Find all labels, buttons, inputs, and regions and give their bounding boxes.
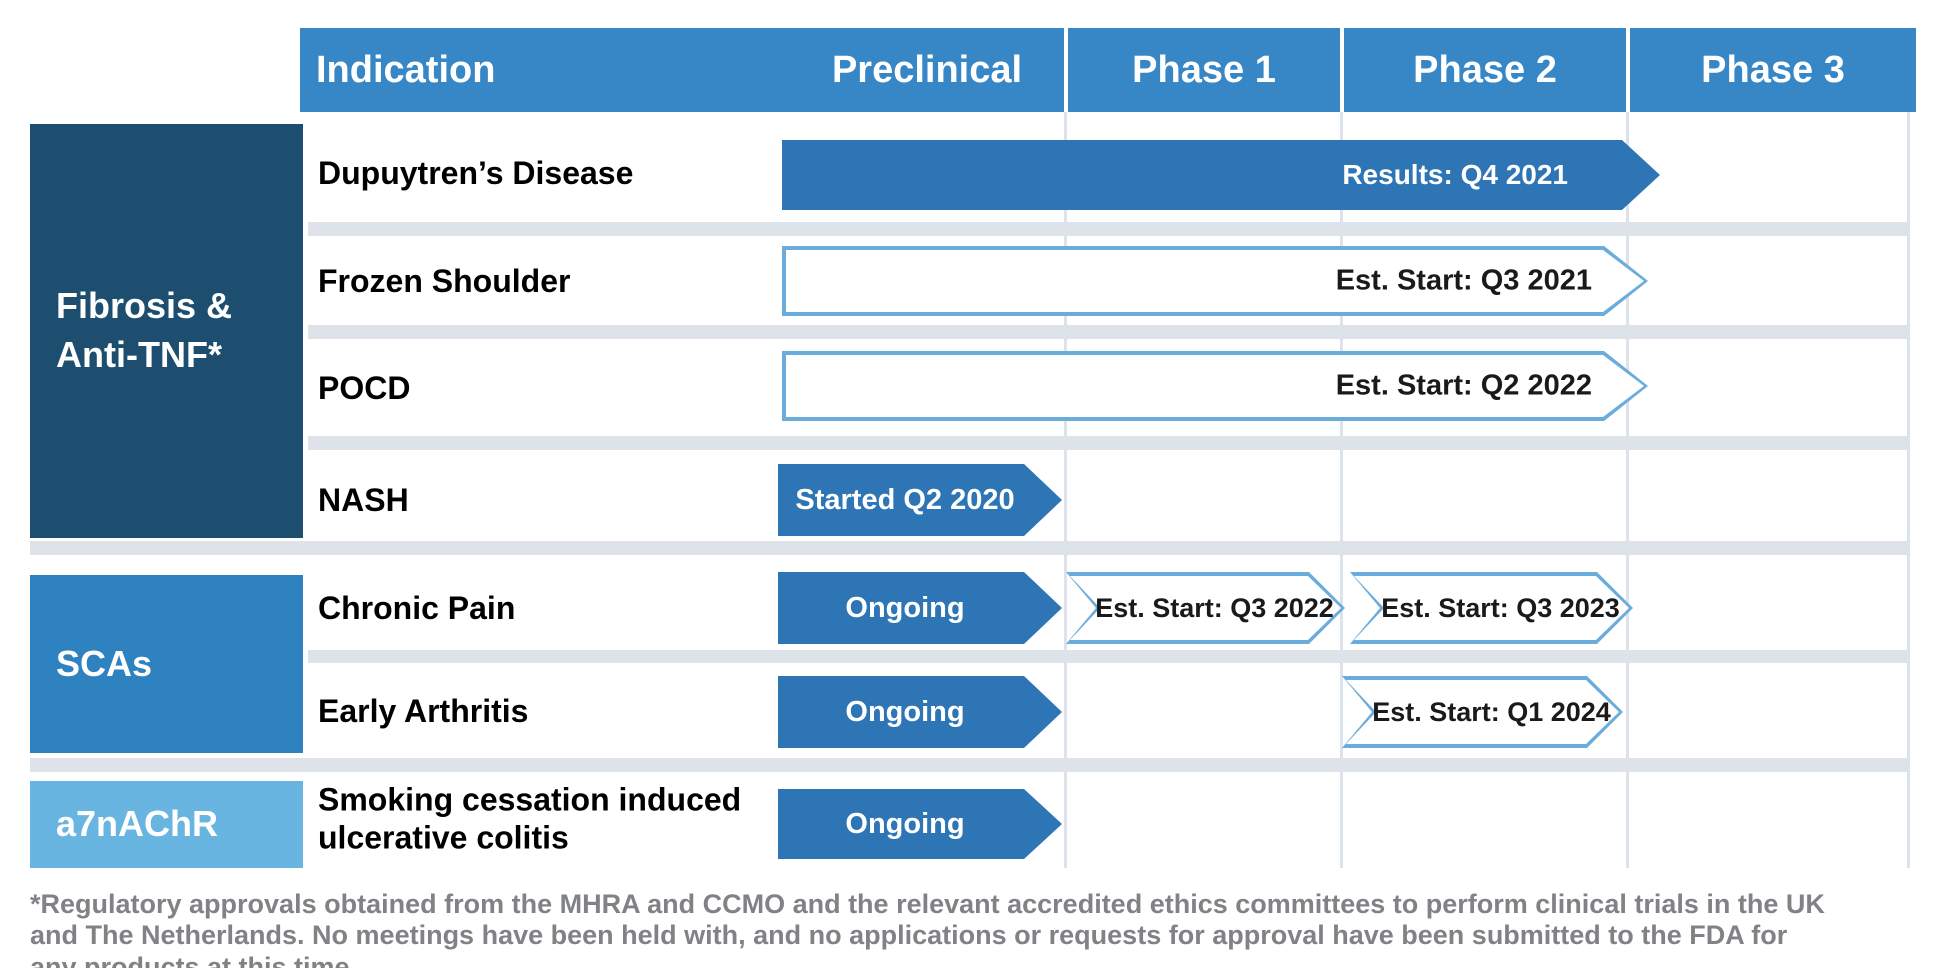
bar-fill — [1346, 680, 1619, 744]
bar-fill — [786, 355, 1644, 417]
header-divider-3 — [1626, 28, 1630, 112]
row-separator-1 — [308, 222, 1907, 236]
row-label-frozen-shoulder: Frozen Shoulder — [318, 262, 571, 299]
header-col-phase2: Phase 2 — [1413, 49, 1557, 91]
bar-fill — [1354, 576, 1629, 640]
bar-early-arthritis-ongoing: Ongoing — [778, 676, 1062, 748]
bar-label: Est. Start: Q2 2022 — [1335, 369, 1592, 402]
bar-smoking-cessation-ongoing: Ongoing — [778, 789, 1062, 859]
row-separator-5 — [308, 650, 1907, 663]
gridline-phase1-phase2 — [1340, 112, 1343, 868]
group-label-scas: SCAs — [56, 642, 153, 684]
regulatory-footnote: *Regulatory approvals obtained from the … — [30, 889, 1825, 968]
row-label-smoking-cessation: Smoking cessation induced ulcerative col… — [318, 781, 742, 856]
row-label-pocd: POCD — [318, 369, 411, 406]
header-col-preclinical: Preclinical — [831, 49, 1023, 91]
bar-pocd-est-start: Est. Start: Q2 2022 — [782, 351, 1648, 421]
gridline-phase2-phase3 — [1626, 112, 1629, 868]
header-col-phase3: Phase 3 — [1701, 49, 1845, 91]
bar-label: Est. Start: Q3 2022 — [1095, 592, 1334, 623]
group-label-a7nachr: a7nAChR — [56, 803, 219, 845]
group-block-fibrosis-anti-tnf: Fibrosis & Anti-TNF* — [30, 124, 303, 538]
group-separator-b — [30, 758, 1907, 772]
bar-label: Ongoing — [845, 807, 965, 840]
bar-fill — [1070, 576, 1341, 640]
header-col-phase1: Phase 1 — [1132, 49, 1276, 91]
bar-label: Results: Q4 2021 — [1342, 159, 1568, 190]
bar-frozen-shoulder-est-start: Est. Start: Q3 2021 — [782, 246, 1648, 316]
row-label-early-arthritis: Early Arthritis — [318, 692, 529, 729]
group-label-fibrosis-line1: Fibrosis & — [56, 285, 233, 327]
row-separator-3 — [308, 436, 1907, 450]
row-separator-2 — [308, 325, 1907, 339]
bar-label: Est. Start: Q3 2021 — [1335, 264, 1592, 297]
table-header-band — [300, 28, 1916, 112]
bar-label: Est. Start: Q3 2023 — [1381, 592, 1620, 623]
bar-nash-started: Started Q2 2020 — [778, 464, 1062, 536]
bar-label: Started Q2 2020 — [795, 483, 1015, 516]
row-label-chronic-pain: Chronic Pain — [318, 589, 516, 626]
gridline-preclinical-phase1 — [1064, 112, 1067, 868]
bar-dupuytrens-results: Results: Q4 2021 — [782, 140, 1660, 210]
group-block-scas: SCAs — [30, 575, 303, 753]
header-col-indication: Indication — [316, 49, 496, 91]
gridline-right-edge — [1907, 112, 1910, 868]
bar-chronic-pain-phase1-est-start: Est. Start: Q3 2022 — [1066, 572, 1345, 644]
group-label-fibrosis-line2: Anti-TNF* — [56, 334, 222, 375]
group-separator-a — [30, 541, 1907, 555]
bar-label: Ongoing — [845, 695, 965, 728]
bar-chronic-pain-phase2-est-start: Est. Start: Q3 2023 — [1350, 572, 1633, 644]
bar-label: Est. Start: Q1 2024 — [1372, 696, 1611, 727]
row-label-nash: NASH — [318, 481, 409, 518]
bar-chronic-pain-ongoing: Ongoing — [778, 572, 1062, 644]
bar-early-arthritis-phase2-est-start: Est. Start: Q1 2024 — [1342, 676, 1623, 748]
header-divider-2 — [1340, 28, 1344, 112]
bar-fill — [786, 250, 1644, 312]
header-divider-1 — [1064, 28, 1068, 112]
bar-label: Ongoing — [845, 591, 965, 624]
group-block-a7nachr: a7nAChR — [30, 781, 303, 868]
row-label-dupuytrens: Dupuytren’s Disease — [318, 154, 634, 191]
